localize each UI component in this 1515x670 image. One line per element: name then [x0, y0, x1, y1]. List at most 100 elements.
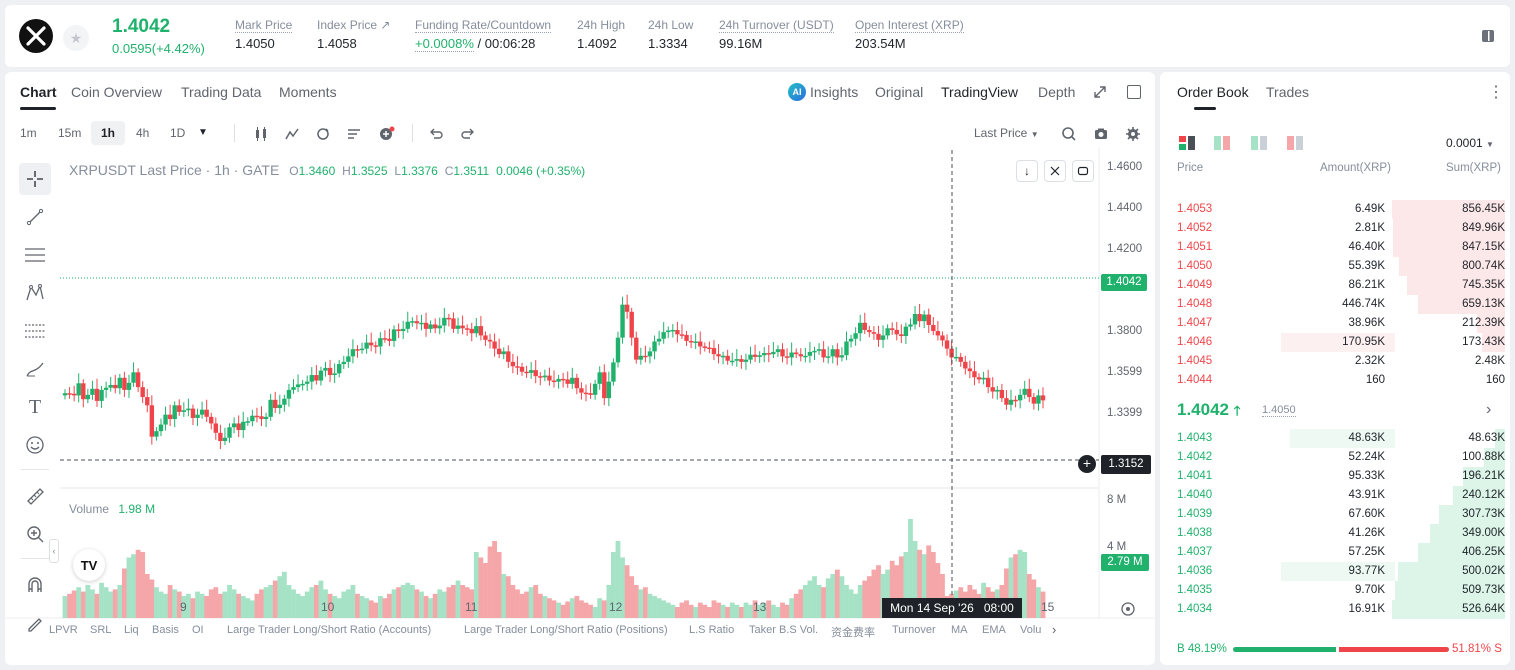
more-options-icon[interactable]: ⋮: [1488, 84, 1504, 101]
indicator-funding-rate[interactable]: 资金费率: [831, 627, 875, 639]
camera-icon[interactable]: [1092, 125, 1110, 143]
bid-row[interactable]: 1.4040 43.91K 240.12K: [1160, 486, 1515, 505]
brush-tool-icon[interactable]: [19, 353, 51, 385]
interval-dropdown-icon[interactable]: ▼: [198, 127, 208, 138]
indicator-scroll-right-icon[interactable]: ›: [1052, 622, 1057, 637]
zoom-in-tool-icon[interactable]: [19, 518, 51, 550]
indicator-lt-positions[interactable]: Large Trader Long/Short Ratio (Positions…: [464, 624, 668, 636]
indicator-liq[interactable]: Liq: [124, 624, 139, 636]
tab-coin-overview[interactable]: Coin Overview: [71, 84, 163, 100]
bid-row[interactable]: 1.4039 67.60K 307.73K: [1160, 505, 1515, 524]
candlestick-chart[interactable]: [5, 148, 1155, 668]
view-asks-icon[interactable]: [1286, 135, 1304, 151]
bid-row[interactable]: 1.4041 95.33K 196.21K: [1160, 467, 1515, 486]
ask-row[interactable]: 1.4053 6.49K 856.45K: [1160, 200, 1515, 219]
redo-icon[interactable]: [459, 125, 477, 143]
indicator-taker-vol[interactable]: Taker B.S Vol.: [749, 624, 819, 636]
pattern-tool-icon[interactable]: [19, 277, 51, 309]
ask-row[interactable]: 1.4048 446.74K 659.13K: [1160, 295, 1515, 314]
indicator-srl[interactable]: SRL: [90, 624, 112, 636]
favorite-star-icon[interactable]: ★: [63, 25, 89, 51]
settings-gear-icon[interactable]: [1124, 125, 1142, 143]
expand-icon[interactable]: [1092, 84, 1108, 100]
indicators-icon[interactable]: [283, 125, 301, 143]
interval-4h[interactable]: 4h: [136, 126, 150, 140]
bid-row[interactable]: 1.4034 16.91K 526.64K: [1160, 600, 1515, 619]
view-original[interactable]: Original: [875, 84, 924, 100]
price-source-select[interactable]: Last Price ▼: [974, 126, 1039, 140]
crosshair-time-tag: Mon 14 Sep '26 08:00: [882, 598, 1022, 618]
emoji-tool-icon[interactable]: [19, 429, 51, 461]
add-indicator-icon[interactable]: [378, 125, 396, 143]
ask-row[interactable]: 1.4050 55.39K 800.74K: [1160, 257, 1515, 276]
crosshair-add-icon[interactable]: +: [1078, 455, 1096, 473]
ask-row[interactable]: 1.4044 160 160: [1160, 371, 1515, 390]
tab-trading-data[interactable]: Trading Data: [181, 84, 262, 100]
undo-icon[interactable]: [427, 125, 445, 143]
precision-select[interactable]: 0.0001 ▼: [1446, 136, 1494, 150]
collapse-chart-icon[interactable]: [1044, 160, 1066, 182]
bid-row[interactable]: 1.4042 52.24K 100.88K: [1160, 448, 1515, 467]
view-bids-icon[interactable]: [1250, 135, 1268, 151]
bid-row[interactable]: 1.4036 93.77K 500.02K: [1160, 562, 1515, 581]
horizontal-lines-tool-icon[interactable]: [19, 239, 51, 271]
candle-type-icon[interactable]: [252, 125, 270, 143]
view-tradingview[interactable]: TradingView: [941, 84, 1019, 100]
volume-bar: [816, 585, 822, 618]
bid-row[interactable]: 1.4037 57.25K 406.25K: [1160, 543, 1515, 562]
candle-body: [963, 361, 968, 369]
indicator-ls-ratio[interactable]: L.S Ratio: [689, 624, 735, 636]
interval-15m[interactable]: 15m: [58, 126, 82, 140]
indicator-lpvr[interactable]: LPVR: [49, 624, 78, 636]
indicator-ma[interactable]: MA: [951, 624, 968, 636]
crosshair-tool-icon[interactable]: [19, 163, 51, 195]
bid-row[interactable]: 1.4038 41.26K 349.00K: [1160, 524, 1515, 543]
tab-order-book[interactable]: Order Book: [1177, 84, 1249, 100]
bid-amount: 57.25K: [1348, 546, 1385, 558]
interval-1d[interactable]: 1D: [170, 126, 186, 140]
book-icon[interactable]: [1479, 27, 1497, 45]
trend-line-tool-icon[interactable]: [19, 201, 51, 233]
ask-row[interactable]: 1.4049 86.21K 745.35K: [1160, 276, 1515, 295]
tab-chart[interactable]: Chart: [20, 84, 57, 100]
ask-row[interactable]: 1.4045 2.32K 2.48K: [1160, 352, 1515, 371]
indicator-turnover[interactable]: Turnover: [892, 624, 936, 636]
ask-row[interactable]: 1.4046 170.95K 173.43K: [1160, 333, 1515, 352]
ask-row[interactable]: 1.4047 38.96K 212.39K: [1160, 314, 1515, 333]
bid-row[interactable]: 1.4043 48.63K 48.63K: [1160, 429, 1515, 448]
view-split-icon[interactable]: [1213, 135, 1231, 151]
templates-icon[interactable]: [345, 125, 363, 143]
indicator-lt-accounts[interactable]: Large Trader Long/Short Ratio (Accounts): [227, 624, 432, 636]
scroll-to-latest-icon[interactable]: ↓: [1016, 160, 1038, 182]
collapse-toolbar-icon[interactable]: ‹: [49, 539, 59, 563]
ask-row[interactable]: 1.4052 2.81K 849.96K: [1160, 219, 1515, 238]
pencil-lock-tool-icon[interactable]: [19, 607, 51, 639]
ob-more-icon[interactable]: ›: [1486, 401, 1492, 418]
reset-chart-icon[interactable]: [1072, 160, 1094, 182]
indicator-volume[interactable]: Volu: [1020, 624, 1042, 636]
tab-trades[interactable]: Trades: [1266, 84, 1310, 100]
bid-row[interactable]: 1.4035 9.70K 509.73K: [1160, 581, 1515, 600]
indicator-oi[interactable]: OI: [192, 624, 204, 636]
tab-moments[interactable]: Moments: [279, 84, 337, 100]
interval-1m[interactable]: 1m: [20, 126, 37, 140]
ai-insights-icon[interactable]: AI: [788, 83, 806, 101]
time-axis-settings-icon[interactable]: [1120, 601, 1136, 617]
text-tool-icon[interactable]: T: [28, 395, 42, 418]
ask-row[interactable]: 1.4051 46.40K 847.15K: [1160, 238, 1515, 257]
compare-icon[interactable]: [314, 125, 332, 143]
fullscreen-icon[interactable]: [1127, 85, 1141, 99]
view-depth[interactable]: Depth: [1038, 84, 1076, 100]
candle-body: [113, 384, 118, 389]
view-both-icon[interactable]: [1178, 135, 1196, 151]
indicator-ema[interactable]: EMA: [982, 624, 1006, 636]
volume-bar: [167, 585, 173, 618]
view-insights[interactable]: Insights: [810, 84, 859, 100]
candle-body: [876, 333, 881, 340]
stat-index-price[interactable]: Index Price ↗ 1.4058: [317, 18, 391, 51]
ruler-tool-icon[interactable]: [19, 480, 51, 512]
indicator-basis[interactable]: Basis: [152, 624, 179, 636]
search-icon[interactable]: [1060, 125, 1078, 143]
interval-1h[interactable]: 1h: [91, 121, 125, 145]
magnet-tool-icon[interactable]: [19, 569, 51, 601]
